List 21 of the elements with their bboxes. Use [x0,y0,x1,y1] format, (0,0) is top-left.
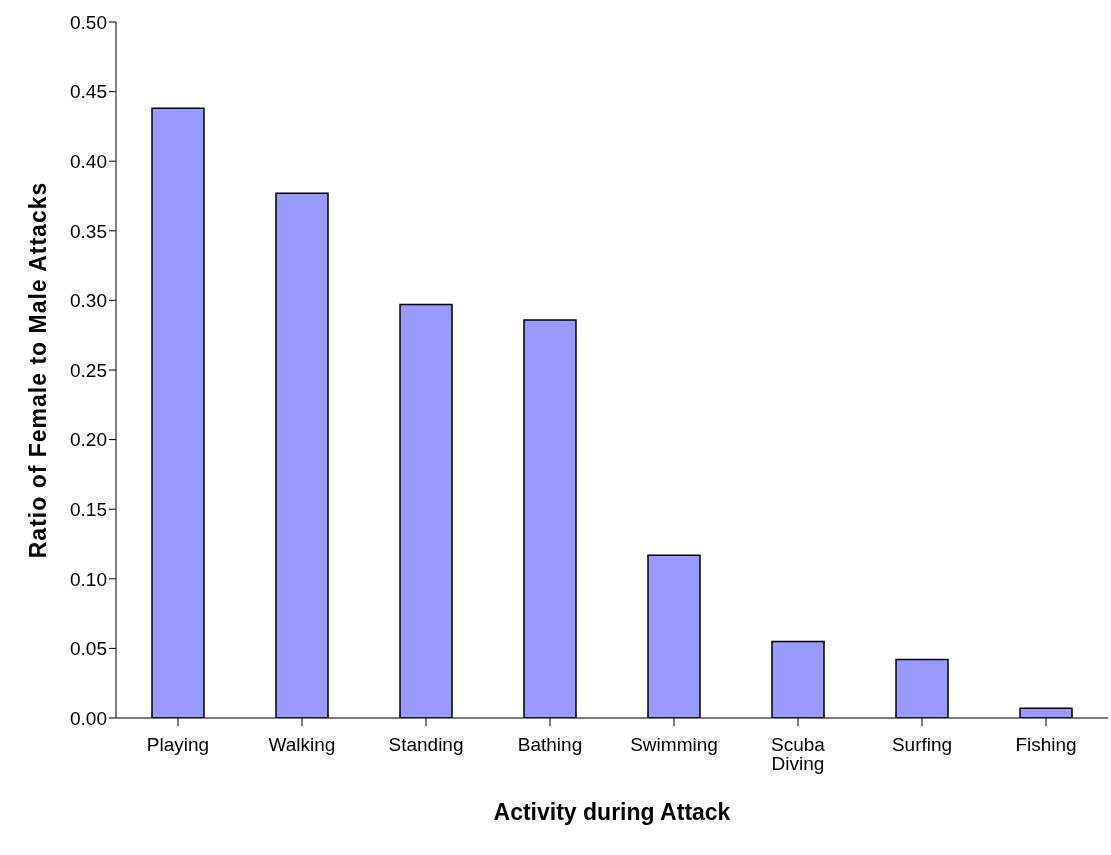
x-tick-label: Fishing [1015,734,1077,756]
x-tick-label: Walking [268,734,336,756]
y-tick-label: 0.00 [70,707,107,729]
y-tick-label: 0.45 [70,81,107,103]
x-tick-label: Scuba Diving [771,734,826,775]
y-tick-label: 0.40 [70,150,107,172]
x-tick-label: Surfing [891,734,953,756]
y-tick-label: 0.20 [70,429,107,451]
y-tick-label: 0.35 [70,220,107,242]
y-tick-label: 0.25 [70,359,107,381]
y-tick-label: 0.50 [70,11,107,33]
x-tick-label: Standing [388,734,464,756]
y-tick-label: 0.15 [70,498,107,520]
y-tick-label: 0.30 [70,290,107,312]
x-tick-label: Swimming [630,734,718,756]
x-tick-label: Playing [146,734,210,756]
x-tick-label: Bathing [517,734,583,756]
y-tick-label: 0.10 [70,568,107,590]
y-axis-title: Ratio of Female to Male Attacks [25,181,52,559]
y-tick-label: 0.05 [70,638,107,660]
x-axis-title: Activity during Attack [493,799,731,825]
